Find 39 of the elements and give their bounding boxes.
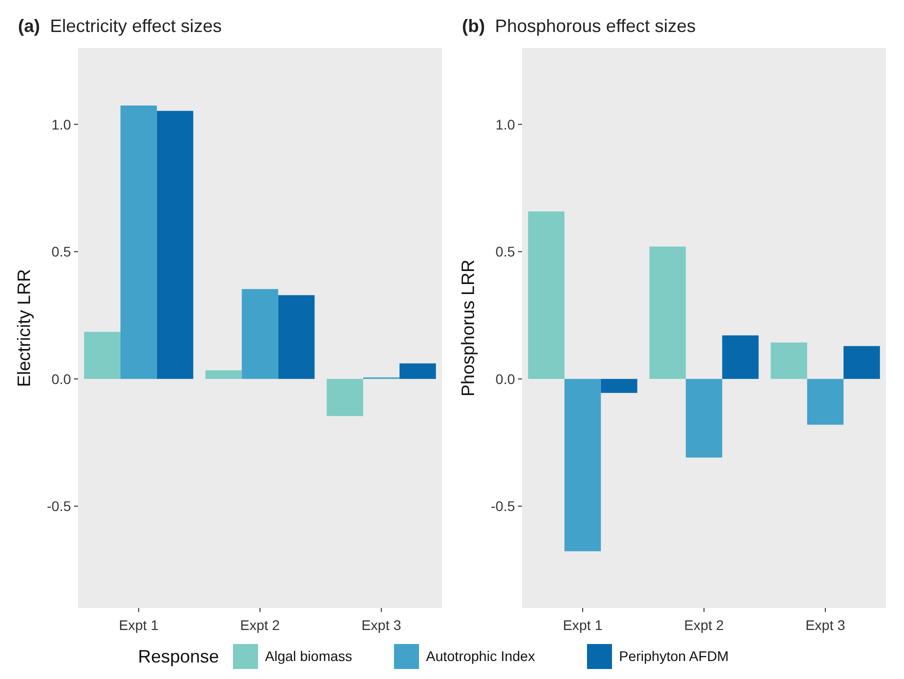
bar: [400, 363, 436, 379]
bar: [120, 106, 157, 379]
x-tick-label: Expt 3: [805, 617, 846, 633]
bar: [242, 289, 278, 379]
y-tick-label: 1.0: [496, 116, 516, 132]
legend-label: Autotrophic Index: [426, 648, 535, 664]
y-tick-label: -0.5: [490, 498, 516, 514]
bar: [156, 110, 194, 379]
bar: [278, 295, 315, 379]
y-axis-title: Electricity LRR: [14, 268, 34, 388]
chart-title: (b) Phosphorous effect sizes: [462, 16, 696, 36]
x-tick-label: Expt 1: [562, 617, 603, 633]
bar: [722, 335, 759, 379]
y-tick-label: 0.5: [496, 244, 516, 260]
legend-label: Periphyton AFDM: [619, 648, 729, 664]
y-tick-label: -0.5: [46, 498, 72, 514]
bar: [84, 332, 120, 379]
legend-title: Response: [138, 646, 220, 666]
bar: [528, 211, 564, 379]
bar: [770, 342, 808, 379]
x-tick-label: Expt 2: [684, 617, 724, 633]
bar: [649, 246, 686, 379]
bar: [564, 378, 601, 552]
bar: [205, 370, 242, 379]
bar: [326, 378, 364, 416]
bar: [600, 378, 638, 393]
chart-title: (a) Electricity effect sizes: [18, 16, 222, 36]
x-tick-label: Expt 3: [361, 617, 402, 633]
y-tick-label: 0.0: [52, 370, 72, 387]
y-tick-label: 0.0: [496, 370, 516, 387]
bar: [686, 378, 722, 458]
legend-label: Algal biomass: [265, 648, 352, 664]
y-tick-label: 1.0: [52, 116, 72, 132]
x-tick-label: Expt 2: [240, 617, 280, 633]
y-axis-title: Phosphorus LRR: [458, 259, 478, 397]
bar: [844, 346, 880, 379]
bar: [807, 378, 844, 425]
x-tick-label: Expt 1: [118, 617, 159, 633]
y-tick-label: 0.5: [52, 244, 72, 260]
